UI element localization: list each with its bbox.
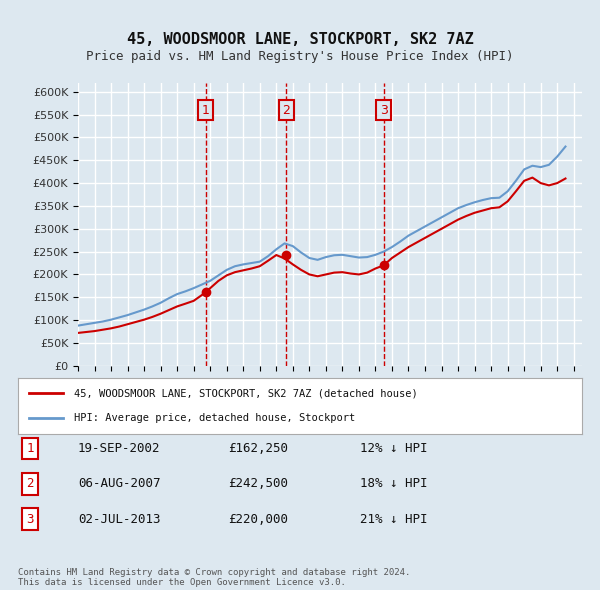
Text: 3: 3 (380, 103, 388, 116)
Text: 45, WOODSMOOR LANE, STOCKPORT, SK2 7AZ: 45, WOODSMOOR LANE, STOCKPORT, SK2 7AZ (127, 32, 473, 47)
Text: 06-AUG-2007: 06-AUG-2007 (78, 477, 161, 490)
Text: £162,250: £162,250 (228, 442, 288, 455)
Text: 19-SEP-2002: 19-SEP-2002 (78, 442, 161, 455)
Text: 1: 1 (202, 103, 209, 116)
Text: Price paid vs. HM Land Registry's House Price Index (HPI): Price paid vs. HM Land Registry's House … (86, 50, 514, 63)
Text: 1: 1 (26, 442, 34, 455)
Text: 21% ↓ HPI: 21% ↓ HPI (360, 513, 427, 526)
Text: 45, WOODSMOOR LANE, STOCKPORT, SK2 7AZ (detached house): 45, WOODSMOOR LANE, STOCKPORT, SK2 7AZ (… (74, 388, 418, 398)
Text: HPI: Average price, detached house, Stockport: HPI: Average price, detached house, Stoc… (74, 413, 356, 423)
Text: 18% ↓ HPI: 18% ↓ HPI (360, 477, 427, 490)
Text: £242,500: £242,500 (228, 477, 288, 490)
Text: 02-JUL-2013: 02-JUL-2013 (78, 513, 161, 526)
Text: 12% ↓ HPI: 12% ↓ HPI (360, 442, 427, 455)
Text: 3: 3 (26, 513, 34, 526)
Text: 2: 2 (282, 103, 290, 116)
Text: 2: 2 (26, 477, 34, 490)
Text: Contains HM Land Registry data © Crown copyright and database right 2024.
This d: Contains HM Land Registry data © Crown c… (18, 568, 410, 587)
Text: £220,000: £220,000 (228, 513, 288, 526)
